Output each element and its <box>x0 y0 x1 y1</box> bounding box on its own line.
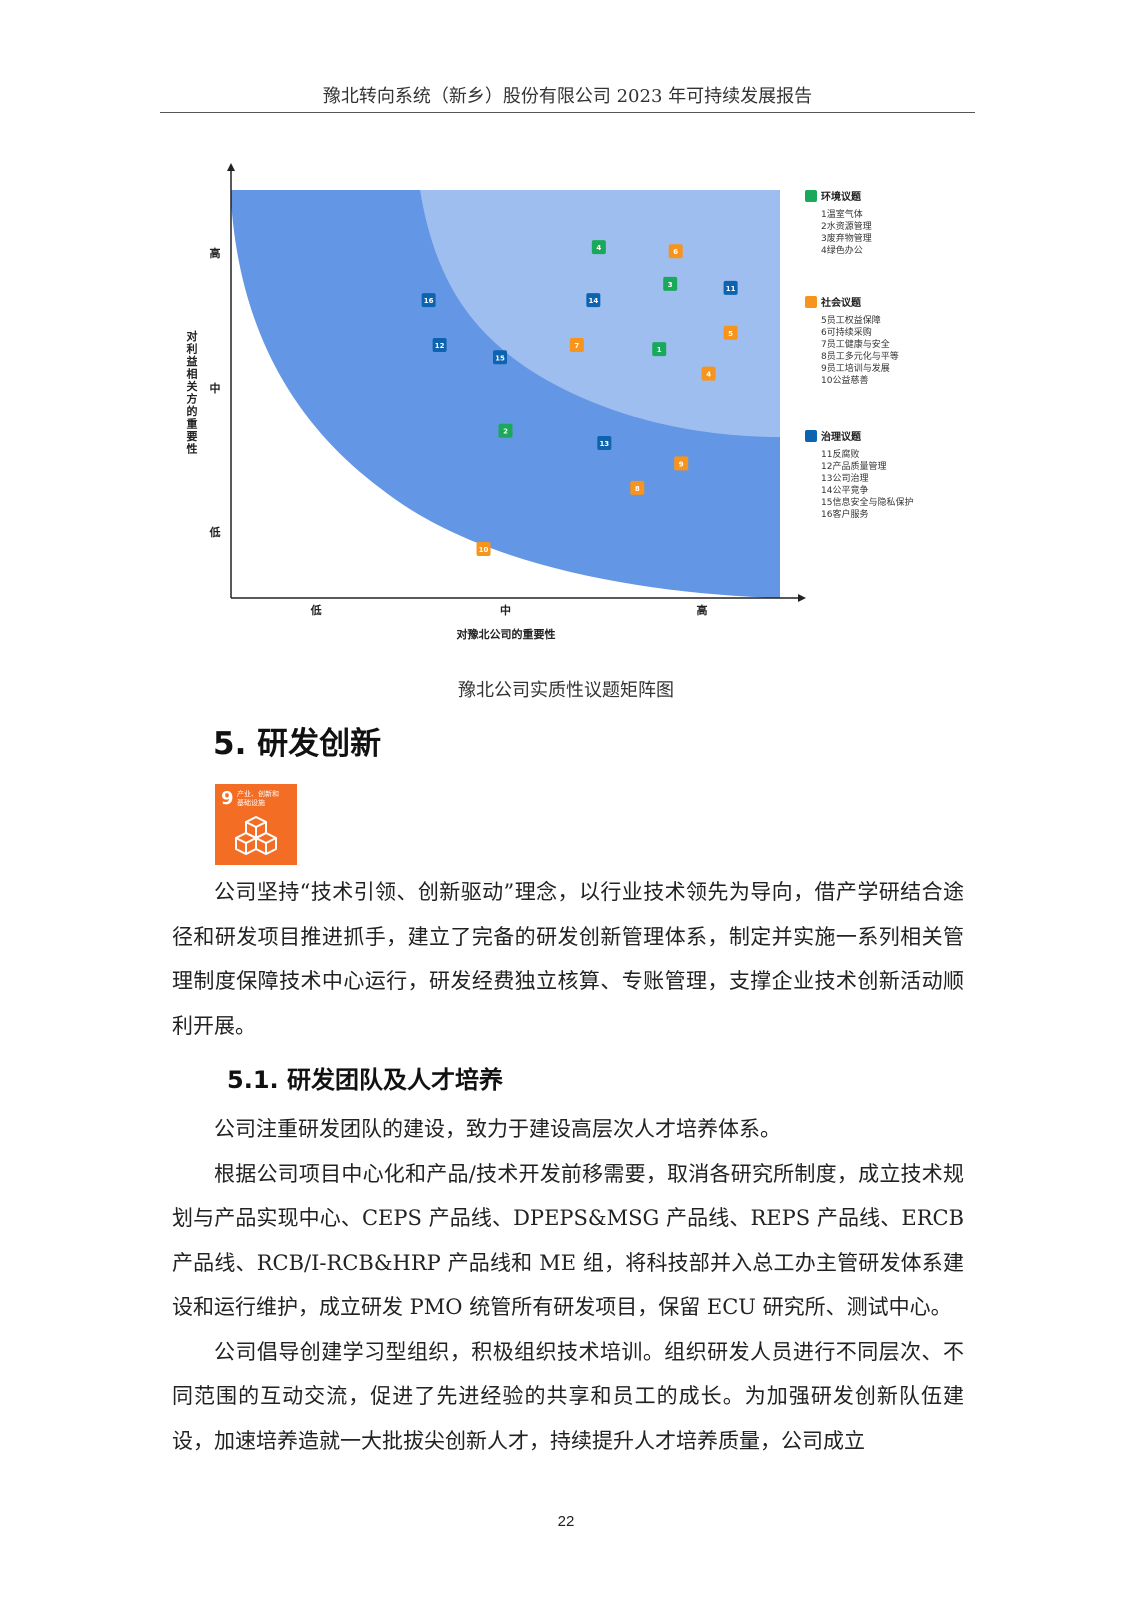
sdg-9-logo: 9 产业、创新和 基础设施 <box>215 784 297 865</box>
legend-item: 3废弃物管理 <box>821 232 872 244</box>
issue-marker <box>701 366 716 381</box>
issue-marker <box>630 480 645 495</box>
issue-marker <box>476 542 491 557</box>
y-axis-label-char: 益 <box>187 354 198 368</box>
legend-swatch <box>805 190 817 202</box>
x-tick-label: 低 <box>310 603 322 617</box>
chart-caption: 豫北公司实质性议题矩阵图 <box>458 680 674 701</box>
inner-region <box>420 190 780 437</box>
legend-group-title: 环境议题 <box>821 190 862 203</box>
y-axis-label-char: 要 <box>187 430 198 443</box>
issue-marker-label: 1 <box>657 346 662 354</box>
legend-item: 13公司治理 <box>821 472 868 484</box>
legend-group-title: 社会议题 <box>820 296 862 309</box>
legend-item: 16客户服务 <box>821 508 868 520</box>
issue-marker-label: 9 <box>679 460 684 468</box>
x-axis-label: 对豫北公司的重要性 <box>457 627 556 641</box>
x-axis-arrow-icon <box>798 594 806 602</box>
issue-marker-label: 7 <box>574 342 579 350</box>
y-axis-label-char: 关 <box>187 379 198 393</box>
y-axis-label-char: 相 <box>187 367 198 381</box>
y-axis-label-char: 方 <box>187 392 198 406</box>
issue-marker <box>652 342 667 357</box>
issue-marker <box>432 338 447 353</box>
x-tick-label: 高 <box>697 603 708 617</box>
y-tick-label: 中 <box>210 381 221 395</box>
issue-marker-label: 8 <box>635 485 640 493</box>
legend-swatch <box>805 296 817 308</box>
issue-marker <box>493 350 508 365</box>
legend-item: 5员工权益保障 <box>821 314 881 326</box>
issue-marker <box>597 435 612 450</box>
legend-item: 4绿色办公 <box>821 244 863 256</box>
issue-marker-label: 15 <box>495 354 505 362</box>
intro-paragraph: 公司坚持“技术引领、创新驱动”理念，以行业技术领先为导向，借产学研结合途径和研发… <box>172 880 964 1038</box>
cubes-icon <box>235 815 277 856</box>
legend-item: 2水资源管理 <box>821 220 872 232</box>
issue-marker-label: 14 <box>588 297 598 305</box>
issue-marker <box>674 456 689 471</box>
section-title: 5. 研发创新 <box>213 726 382 762</box>
legend-item: 1温室气体 <box>821 208 863 220</box>
legend-item: 8员工多元化与平等 <box>821 350 899 362</box>
issue-marker-label: 12 <box>435 342 445 350</box>
issue-marker <box>586 293 601 308</box>
legend-item: 7员工健康与安全 <box>821 338 890 350</box>
legend-item: 15信息安全与隐私保护 <box>821 496 913 508</box>
page-header: 豫北转向系统（新乡）股份有限公司 2023 年可持续发展报告 <box>160 82 975 113</box>
legend-swatch <box>805 430 817 442</box>
issue-marker <box>421 293 436 308</box>
legend-item: 10公益慈善 <box>821 374 868 386</box>
issue-marker <box>723 280 738 295</box>
sdg-number: 9 <box>221 788 234 809</box>
issue-marker-label: 2 <box>503 428 508 436</box>
x-tick-label: 中 <box>500 603 511 617</box>
issue-marker <box>591 240 606 255</box>
issue-marker-label: 4 <box>596 244 601 252</box>
materiality-matrix-chart: 低中高高中低对豫北公司的重要性对利益相关方的重要性4631116 14571211… <box>187 163 913 641</box>
y-axis-label-char: 性 <box>187 442 198 456</box>
issue-marker <box>569 338 584 353</box>
legend-item: 14公平竞争 <box>821 484 868 496</box>
issue-marker-label: 3 <box>668 281 673 289</box>
legend-item: 12产品质量管理 <box>821 460 886 472</box>
y-axis-label-char: 重 <box>187 417 198 431</box>
y-axis-label-char: 对 <box>187 329 198 343</box>
issue-marker <box>723 325 738 340</box>
y-tick-label: 低 <box>209 525 221 539</box>
subsection-title: 5.1. 研发团队及人才培养 <box>227 1066 503 1094</box>
body-paragraphs: 公司注重研发团队的建设，致力于建设高层次人才培养体系。 根据公司项目中心化和产品… <box>172 1117 964 1453</box>
issue-marker-label: 6 <box>673 248 678 256</box>
y-axis-arrow-icon <box>227 163 235 171</box>
issue-marker <box>498 423 513 438</box>
issue-marker-label: 5 <box>728 330 733 338</box>
page-number: 22 <box>557 1513 575 1530</box>
legend-item: 9员工培训与发展 <box>821 362 890 374</box>
issue-marker-label: 16 <box>424 297 434 305</box>
issue-marker-label: 13 <box>599 440 609 448</box>
issue-marker <box>663 276 678 291</box>
y-axis-label-char: 利 <box>187 342 198 356</box>
issue-marker-label: 4 <box>706 371 711 379</box>
legend-group-title: 治理议题 <box>821 430 862 443</box>
issue-marker <box>668 244 683 259</box>
legend-item: 11反腐败 <box>821 448 859 460</box>
issue-marker-label: 10 <box>479 546 489 554</box>
issue-marker-label: 11 <box>726 285 736 293</box>
legend-item: 6可持续采购 <box>821 326 872 338</box>
y-axis-label-char: 的 <box>187 404 198 418</box>
y-tick-label: 高 <box>210 246 221 260</box>
